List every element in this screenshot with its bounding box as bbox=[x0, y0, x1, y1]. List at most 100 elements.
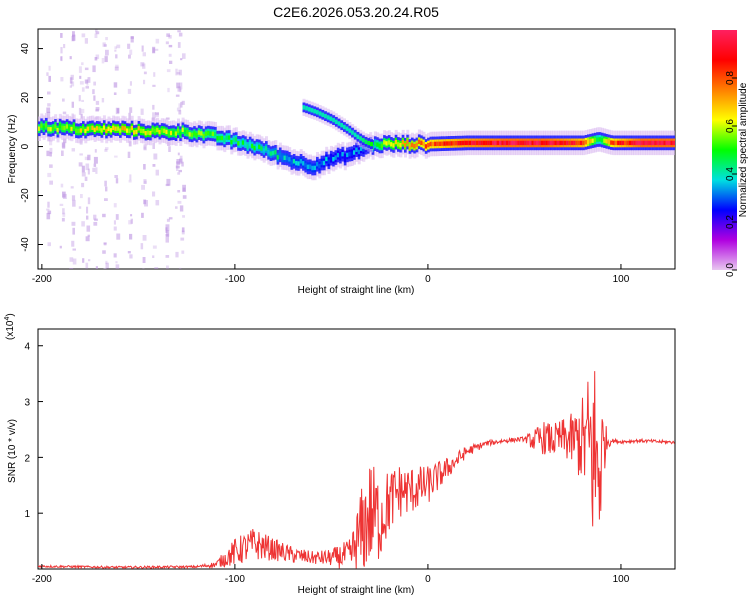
spectrogram-ridge-core bbox=[448, 141, 451, 146]
spectrogram-noise-cell bbox=[87, 154, 91, 161]
spectrogram-x-tick-label: -200 bbox=[32, 274, 52, 285]
spectrogram-noise-cell bbox=[181, 100, 185, 105]
spectrogram-ridge-core bbox=[438, 141, 442, 146]
spectrogram-ridge-core bbox=[355, 147, 359, 152]
spectrogram-y-tick-label: 40 bbox=[20, 43, 31, 55]
spectrogram-ridge-core bbox=[135, 129, 139, 135]
spectrogram-ridge-core bbox=[82, 126, 85, 131]
spectrogram-noise-cell bbox=[60, 183, 64, 188]
spectrogram-ridge-core bbox=[672, 140, 675, 146]
spectrogram-ridge-core bbox=[607, 139, 611, 145]
spectrogram-ridge-core bbox=[600, 137, 604, 143]
spectrogram-noise-cell bbox=[46, 107, 51, 113]
spectrogram-noise-cell bbox=[168, 35, 172, 39]
spectrogram-ridge-core bbox=[79, 128, 83, 133]
spectrogram-ridge-core bbox=[408, 144, 412, 149]
spectrogram-noise-cell bbox=[87, 234, 90, 237]
spectrogram-ridge-core bbox=[624, 140, 627, 146]
spectrogram-noise-cell bbox=[153, 72, 156, 77]
spectrogram-noise-cell bbox=[178, 32, 183, 37]
spectrogram-ridge-core bbox=[373, 141, 377, 146]
spectrogram-noise-cell bbox=[152, 191, 156, 197]
spectrogram-ridge-core bbox=[575, 140, 579, 146]
spectrogram-noise-cell bbox=[180, 237, 185, 241]
spectrogram-noise-cell bbox=[175, 68, 178, 76]
spectrogram-ridge-core bbox=[519, 140, 523, 146]
spectrogram-ridge-core bbox=[341, 152, 345, 157]
spectrogram-noise-cell bbox=[155, 113, 159, 117]
spectrogram-noise-cell bbox=[93, 156, 98, 164]
spectrogram-noise-cell bbox=[113, 253, 117, 258]
spectrogram-ridge-core bbox=[424, 144, 428, 149]
spectrogram-noise-cell bbox=[128, 179, 132, 183]
spectrogram-noise-cell bbox=[95, 167, 98, 174]
spectrogram-ridge-core bbox=[468, 140, 472, 146]
spectrogram-branch-core bbox=[343, 124, 346, 130]
spectrogram-noise-cell bbox=[61, 217, 65, 222]
spectrogram-noise-cell bbox=[72, 31, 75, 37]
spectrogram-ridge-core bbox=[322, 160, 326, 166]
spectrogram-noise-cell bbox=[152, 48, 155, 53]
spectrogram-noise-cell bbox=[182, 187, 186, 192]
spectrogram-noise-cell bbox=[178, 169, 182, 173]
spectrogram-noise-cell bbox=[129, 254, 133, 259]
spectrogram-ridge-core bbox=[126, 128, 129, 133]
spectrogram-ridge-core bbox=[42, 125, 46, 130]
spectrogram-branch-core bbox=[332, 117, 336, 123]
spectrogram-ridge-core bbox=[102, 125, 106, 130]
spectrogram-ridge-core bbox=[570, 140, 574, 146]
spectrogram-noise-cell bbox=[155, 169, 159, 176]
spectrogram-noise-cell bbox=[115, 54, 118, 59]
spectrogram-ridge-core bbox=[63, 125, 67, 131]
spectrogram-ridge-core bbox=[72, 124, 76, 129]
spectrogram-ridge-core bbox=[464, 140, 468, 146]
spectrogram-noise-cell bbox=[46, 150, 50, 157]
spectrogram-ridge-core bbox=[441, 141, 444, 146]
spectrogram-ridge-core bbox=[153, 128, 157, 134]
spectrogram-ridge-core bbox=[61, 125, 65, 130]
spectrogram-y-tick-label: -20 bbox=[20, 188, 31, 203]
spectrogram-noise-cell bbox=[47, 103, 51, 107]
spectrogram-ridge-core bbox=[640, 140, 644, 146]
spectrogram-ridge-core bbox=[628, 140, 632, 146]
spectrogram-branch-core bbox=[305, 106, 309, 111]
spectrogram-cells bbox=[38, 29, 675, 269]
spectrogram-ridge-core bbox=[174, 131, 178, 136]
spectrogram-ridge-core bbox=[637, 140, 641, 146]
spectrogram-ridge-core bbox=[621, 140, 625, 146]
snr-y-tick-label: 1 bbox=[24, 509, 30, 520]
spectrogram-ridge-core bbox=[649, 140, 653, 146]
spectrogram-noise-cell bbox=[63, 138, 67, 144]
spectrogram-noise-cell bbox=[46, 208, 50, 211]
spectrogram-noise-cell bbox=[88, 259, 91, 262]
spectrogram-ridge-core bbox=[503, 140, 507, 146]
spectrogram-branch-core bbox=[318, 111, 322, 116]
spectrogram-noise-cell bbox=[177, 30, 181, 33]
spectrogram-ridge-core bbox=[227, 135, 231, 140]
spectrogram-branch-core bbox=[345, 126, 349, 131]
spectrogram-ridge-core bbox=[668, 140, 672, 146]
spectrogram-branch-core bbox=[321, 112, 325, 117]
spectrogram-ridge-core bbox=[450, 141, 454, 146]
spectrogram-ridge-core bbox=[383, 140, 387, 145]
spectrogram-noise-cell bbox=[72, 34, 76, 41]
spectrogram-noise-cell bbox=[103, 242, 107, 245]
spectrogram-noise-cell bbox=[81, 87, 85, 92]
spectrogram-noise-cell bbox=[175, 206, 178, 209]
spectrogram-y-tick-label: 20 bbox=[20, 92, 31, 104]
spectrogram-ridge-core bbox=[478, 140, 482, 146]
spectrogram-noise-cell bbox=[72, 258, 77, 265]
spectrogram-noise-cell bbox=[94, 57, 98, 61]
spectrogram-ridge-core bbox=[561, 140, 565, 146]
snr-x-label: Height of straight line (km) bbox=[298, 585, 415, 596]
spectrogram-noise-cell bbox=[85, 262, 89, 269]
spectrogram-ridge-core bbox=[380, 143, 384, 148]
colorbar-tick-label: 0.2 bbox=[725, 215, 736, 229]
spectrogram-noise-cell bbox=[129, 81, 132, 86]
spectrogram-noise-cell bbox=[69, 77, 73, 84]
snr-multiplier-close: ) bbox=[5, 313, 16, 316]
spectrogram-noise-cell bbox=[79, 153, 83, 156]
spectrogram-noise-cell bbox=[182, 195, 187, 199]
spectrogram-noise-cell bbox=[61, 142, 66, 148]
